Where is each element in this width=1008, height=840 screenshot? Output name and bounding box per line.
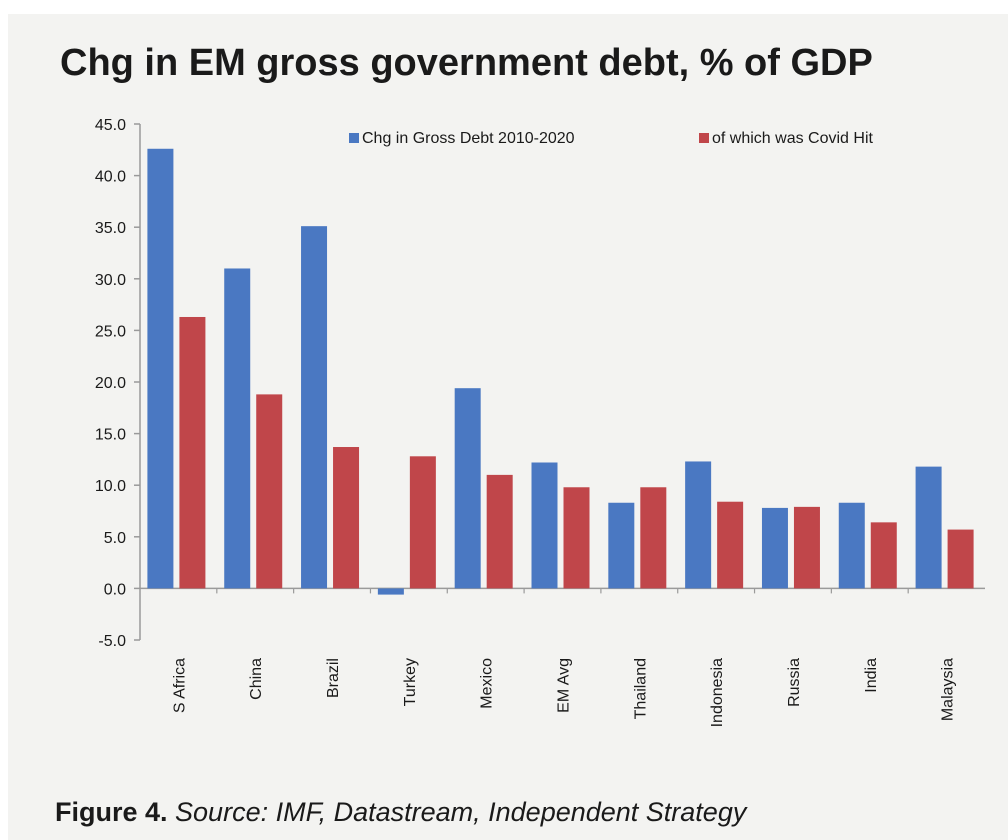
bar-chart: 45.0 40.0 35.0 30.0 25.0 20.0 15.0 10.0 5.0 0.0 -5…	[0, 0, 1008, 790]
y-tick-label: 15.0	[95, 427, 126, 444]
bar-chg-gross-debt	[608, 503, 634, 589]
x-category-label: China	[248, 658, 265, 700]
bar-chg-gross-debt	[455, 388, 481, 588]
chart-bars	[147, 149, 973, 595]
x-axis-labels: S Africa China Brazil Turkey Mexico EM Avg Tha…	[171, 658, 956, 727]
legend-label: of which was Covid Hit	[712, 130, 874, 147]
figure-source: Source: IMF, Datastream, Independent Str…	[168, 797, 747, 827]
x-category-label: Thailand	[632, 658, 649, 719]
x-category-label: Brazil	[325, 658, 342, 698]
y-tick-label: -5.0	[98, 633, 126, 650]
legend-swatch	[699, 133, 709, 143]
chart-legend: Chg in Gross Debt 2010-2020 of which was …	[349, 130, 874, 147]
bar-chg-gross-debt	[147, 149, 173, 589]
y-axis-labels: 45.0 40.0 35.0 30.0 25.0 20.0 15.0 10.0 5.0 0.0 -5…	[95, 117, 126, 650]
bar-covid-hit	[564, 487, 590, 588]
bar-covid-hit	[717, 502, 743, 589]
x-category-label: Mexico	[479, 658, 496, 709]
bar-covid-hit	[487, 475, 513, 589]
x-category-label: Indonesia	[709, 658, 726, 727]
x-category-label: India	[863, 658, 880, 693]
y-tick-label: 0.0	[104, 581, 126, 598]
x-category-label: S Africa	[171, 658, 188, 713]
bar-covid-hit	[794, 507, 820, 589]
y-tick-label: 45.0	[95, 117, 126, 134]
bar-chg-gross-debt	[685, 461, 711, 588]
x-category-label: Turkey	[402, 658, 419, 706]
bar-covid-hit	[256, 394, 282, 588]
bar-covid-hit	[640, 487, 666, 588]
bar-chg-gross-debt	[532, 462, 558, 588]
bar-covid-hit	[948, 530, 974, 589]
x-category-label: Malaysia	[940, 658, 957, 721]
bar-chg-gross-debt	[301, 226, 327, 588]
y-tick-label: 5.0	[104, 530, 126, 547]
figure-label: Figure 4.	[55, 797, 168, 827]
bar-covid-hit	[871, 522, 897, 588]
bar-covid-hit	[410, 456, 436, 588]
y-tick-label: 30.0	[95, 272, 126, 289]
y-tick-label: 35.0	[95, 220, 126, 237]
y-tick-label: 20.0	[95, 375, 126, 392]
bar-covid-hit	[333, 447, 359, 588]
bar-chg-gross-debt	[762, 508, 788, 588]
bar-chg-gross-debt	[916, 467, 942, 589]
figure-caption: Figure 4. Source: IMF, Datastream, Indep…	[55, 797, 746, 828]
bar-chg-gross-debt	[839, 503, 865, 589]
y-tick-label: 10.0	[95, 478, 126, 495]
bar-chg-gross-debt	[224, 268, 250, 588]
x-category-label: Russia	[786, 658, 803, 707]
legend-swatch	[349, 133, 359, 143]
x-category-label: EM Avg	[556, 658, 573, 713]
bar-covid-hit	[179, 317, 205, 588]
y-tick-label: 40.0	[95, 169, 126, 186]
legend-label: Chg in Gross Debt 2010-2020	[362, 130, 575, 147]
bar-chg-gross-debt	[378, 588, 404, 594]
y-tick-label: 25.0	[95, 323, 126, 340]
